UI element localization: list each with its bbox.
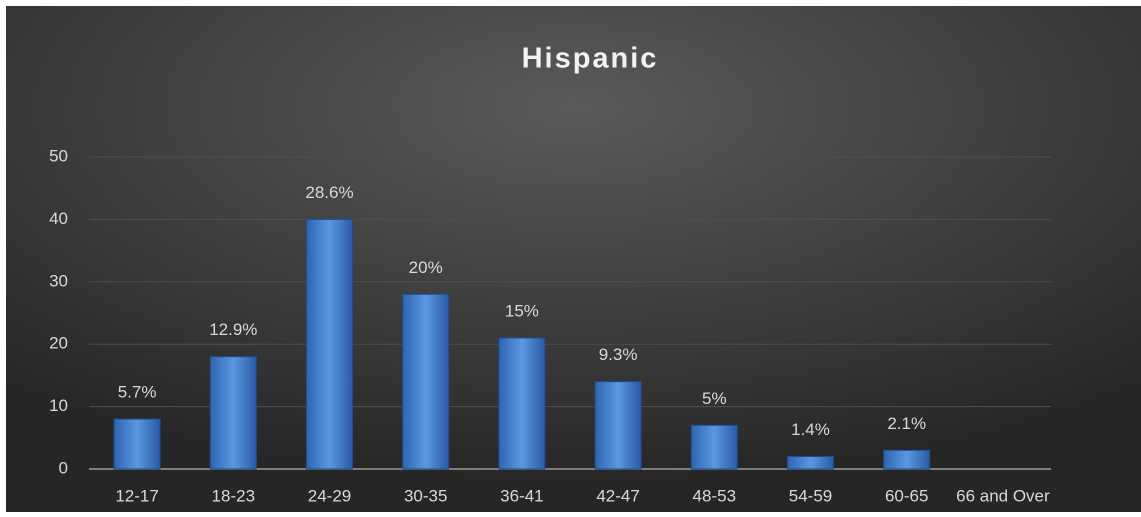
bar <box>690 424 738 470</box>
x-tick-label: 12-17 <box>115 486 158 505</box>
data-label: 2.1% <box>887 414 926 433</box>
x-tick-label: 48-53 <box>693 486 736 505</box>
bar <box>209 356 257 470</box>
x-tick-label: 36-41 <box>500 486 543 505</box>
bar <box>594 381 642 470</box>
bar <box>402 293 450 470</box>
data-label: 12.9% <box>209 320 257 339</box>
chart-background <box>6 6 1141 512</box>
data-label: 20% <box>409 258 443 277</box>
x-tick-label: 18-23 <box>212 486 255 505</box>
x-tick-label: 30-35 <box>404 486 447 505</box>
bar <box>498 337 546 470</box>
bar <box>787 456 834 470</box>
data-label: 1.4% <box>791 420 830 439</box>
y-tick-label: 10 <box>49 396 68 415</box>
y-tick-label: 40 <box>49 209 68 228</box>
y-tick-label: 30 <box>49 271 68 290</box>
data-label: 28.6% <box>305 183 353 202</box>
data-label: 5.7% <box>118 383 157 402</box>
bar <box>883 449 931 470</box>
y-tick-label: 0 <box>59 458 68 477</box>
data-label: 5% <box>702 389 727 408</box>
chart-title: Hispanic <box>522 43 659 75</box>
x-tick-label: 54-59 <box>789 486 832 505</box>
data-label: 15% <box>505 301 539 320</box>
x-tick-label: 42-47 <box>596 486 639 505</box>
x-tick-label: 60-65 <box>885 486 928 505</box>
bar <box>113 418 161 470</box>
x-tick-label: 66 and Over <box>956 486 1050 505</box>
y-tick-label: 50 <box>49 146 68 165</box>
data-label: 9.3% <box>599 345 638 364</box>
bar <box>306 218 353 470</box>
x-tick-label: 24-29 <box>308 486 351 505</box>
y-tick-label: 20 <box>49 334 68 353</box>
